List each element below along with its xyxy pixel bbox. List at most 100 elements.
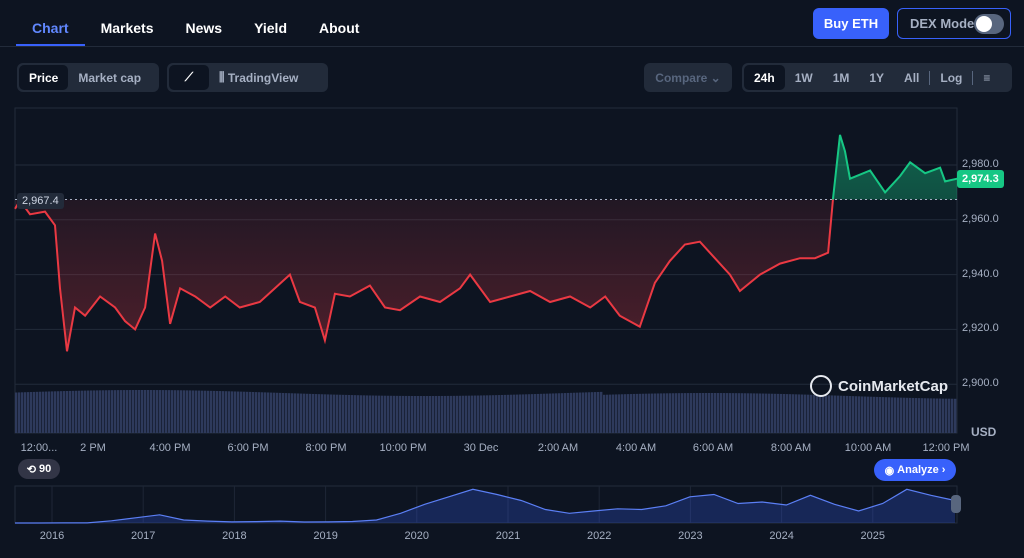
volume-bar [288, 393, 291, 433]
volume-bar [117, 390, 120, 433]
volume-bar [420, 395, 423, 433]
chevron-right-icon: › [941, 464, 946, 476]
volume-bar [918, 398, 921, 433]
volume-bar [450, 395, 453, 433]
volume-bar [723, 393, 726, 433]
volume-bar [291, 393, 294, 433]
volume-bar [681, 393, 684, 433]
volume-bar [504, 394, 507, 433]
range-1y[interactable]: 1Y [869, 70, 885, 85]
volume-bar [654, 393, 657, 433]
volume-bar [105, 390, 108, 433]
navigator-year-label: 2021 [495, 530, 521, 542]
volume-bar [69, 390, 72, 433]
volume-bar [771, 393, 774, 433]
tradingview-button[interactable]: ⫼ TradingView [209, 65, 308, 90]
range-1w[interactable]: 1W [794, 70, 813, 85]
volume-bar [942, 398, 945, 433]
volume-bar [573, 392, 576, 433]
price-chart[interactable] [0, 100, 1024, 540]
dex-mode-toggle[interactable]: DEX Mode [897, 8, 1011, 39]
volume-bar [705, 393, 708, 433]
volume-bar [135, 390, 138, 433]
x-tick-label: 30 Dec [463, 442, 499, 454]
ai-chat-icon: ◉ [884, 464, 895, 477]
volume-bar [804, 394, 807, 433]
tab-markets[interactable]: Markets [100, 20, 154, 36]
coinmarketcap-logo: CoinMarketCap [810, 375, 948, 397]
volume-bar [651, 393, 654, 433]
compare-dropdown[interactable]: Compare ⌄ [644, 63, 732, 92]
tab-yield[interactable]: Yield [254, 20, 287, 36]
price-button[interactable]: Price [19, 65, 69, 90]
volume-bar [678, 393, 681, 433]
volume-bar [114, 390, 117, 433]
compare-label: Compare [655, 70, 708, 85]
tab-chart[interactable]: Chart [16, 20, 85, 46]
volume-bar [60, 391, 63, 433]
volume-bar [108, 390, 111, 433]
volume-bar [837, 395, 840, 433]
analyze-button[interactable]: ◉ Analyze › [874, 459, 956, 481]
volume-bar [120, 390, 123, 433]
volume-bar [201, 390, 204, 433]
volume-bar [483, 395, 486, 433]
history-button[interactable]: ⟲ 90 [18, 459, 60, 479]
volume-bar [354, 395, 357, 433]
x-tick-label: 12:00... [20, 442, 58, 454]
volume-bar [576, 392, 579, 433]
volume-bar [570, 392, 573, 433]
volume-bar [675, 393, 678, 433]
x-tick-label: 8:00 AM [770, 442, 812, 454]
volume-bar [459, 395, 462, 433]
volume-bar [492, 395, 495, 433]
volume-bar [417, 395, 420, 433]
volume-bar [261, 392, 264, 433]
history-icon: ⟲ [26, 463, 36, 476]
range-1m[interactable]: 1M [832, 70, 850, 85]
analyze-label: Analyze [897, 464, 939, 476]
volume-bar [318, 394, 321, 433]
main-tabs: Chart Markets News Yield About [16, 0, 375, 46]
volume-bar [642, 393, 645, 433]
volume-bar [498, 395, 501, 433]
volume-bar [588, 392, 591, 433]
volume-bar [522, 394, 525, 433]
x-tick-label: 4:00 PM [149, 442, 191, 454]
volume-bar [72, 390, 75, 433]
volume-bar [324, 394, 327, 433]
navigator-handle[interactable] [951, 495, 961, 513]
range-all[interactable]: All [904, 70, 920, 85]
volume-bar [81, 390, 84, 433]
volume-bar [189, 390, 192, 433]
volume-bar [900, 397, 903, 433]
x-tick-label: 2 PM [80, 442, 106, 454]
currency-label: USD [971, 425, 997, 439]
volume-bar [684, 393, 687, 433]
toggle-switch[interactable] [974, 14, 1004, 34]
volume-bar [501, 394, 504, 433]
volume-bar [63, 391, 66, 433]
volume-bar [927, 398, 930, 433]
separator [972, 70, 974, 85]
volume-bar [297, 393, 300, 433]
volume-bar [327, 394, 330, 433]
volume-bar [357, 395, 360, 433]
volume-bar [744, 393, 747, 433]
tab-about[interactable]: About [319, 20, 360, 36]
log-button[interactable]: Log [940, 70, 963, 85]
tab-news[interactable]: News [185, 20, 223, 36]
line-chart-icon[interactable]: ⟋ [169, 65, 209, 90]
y-tick-label: 2,980.0 [962, 158, 999, 170]
volume-bar [24, 392, 27, 433]
volume-bar [867, 396, 870, 433]
buy-eth-button[interactable]: Buy ETH [813, 8, 889, 39]
settings-sliders-icon[interactable]: ≡ [983, 70, 991, 85]
volume-bar [426, 395, 429, 433]
volume-bar [612, 394, 615, 433]
market-cap-button[interactable]: Market cap [78, 70, 142, 85]
range-24h[interactable]: 24h [744, 65, 785, 90]
volume-bar [123, 390, 126, 433]
volume-bar [96, 390, 99, 433]
volume-bar [903, 397, 906, 433]
